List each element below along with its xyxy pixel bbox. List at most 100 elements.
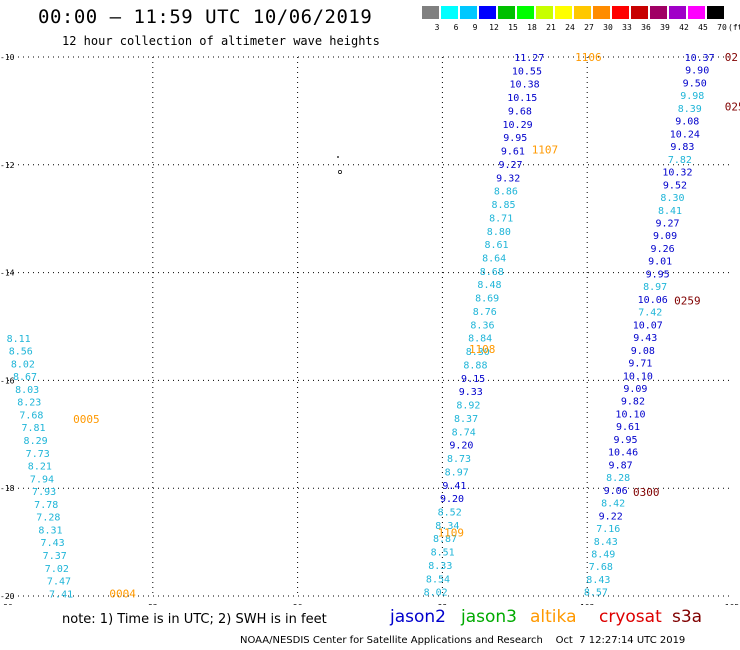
- wave-height-labels: 8.118.568.028.678.038.237.687.818.297.73…: [7, 53, 715, 600]
- wave-height-value: 8.71: [489, 213, 513, 224]
- page-title: 00:00 – 11:59 UTC 10/06/2019: [38, 6, 373, 28]
- wave-height-value: 9.33: [459, 387, 483, 398]
- pass-time-label: 1109: [438, 526, 465, 539]
- wave-height-value: 8.86: [494, 187, 518, 198]
- pass-time-label: 0300: [633, 486, 660, 499]
- color-swatch: [574, 6, 591, 19]
- color-scale-label: 27: [584, 23, 594, 32]
- color-scale-unit: (ft): [728, 23, 740, 32]
- color-swatch: [498, 6, 515, 19]
- x-tick-label: 96: [293, 603, 303, 605]
- wave-height-value: 8.57: [584, 588, 608, 599]
- wave-height-value: 9.98: [680, 91, 704, 102]
- color-swatch: [631, 6, 648, 19]
- wave-height-value: 8.21: [28, 462, 52, 473]
- wave-height-value: 8.67: [13, 372, 37, 383]
- wave-height-value: 10.24: [670, 129, 700, 140]
- pass-time-label: 0004: [109, 587, 136, 600]
- wave-height-value: 9.09: [623, 384, 647, 395]
- y-tick-label: -10: [0, 53, 15, 62]
- wave-height-value: 8.48: [477, 280, 501, 291]
- wave-height-value: 8.54: [426, 574, 450, 585]
- wave-height-value: 8.33: [428, 561, 452, 572]
- wave-height-value: 8.87: [433, 534, 457, 545]
- wave-height-value: 9.61: [501, 147, 525, 158]
- x-tick-label: 93: [148, 603, 158, 605]
- wave-height-value: 9.08: [631, 346, 655, 357]
- wave-height-value: 10.07: [633, 320, 663, 331]
- wave-height-value: 8.97: [643, 282, 667, 293]
- wave-height-value: 9.22: [599, 511, 623, 522]
- wave-height-value: 8.23: [17, 398, 41, 409]
- color-scale-label: 18: [527, 23, 537, 32]
- island-marker: [337, 156, 342, 174]
- wave-height-value: 7.73: [26, 449, 50, 460]
- color-swatch: [612, 6, 629, 19]
- color-scale-label: 24: [565, 23, 575, 32]
- wave-height-value: 9.26: [651, 244, 675, 255]
- x-tick-label: 105: [725, 603, 740, 605]
- wave-height-value: 7.93: [32, 487, 56, 498]
- page-subtitle: 12 hour collection of altimeter wave hei…: [62, 34, 380, 48]
- wave-height-value: 8.36: [470, 320, 494, 331]
- wave-height-value: 7.02: [45, 564, 69, 575]
- wave-height-value: 8.42: [601, 499, 625, 510]
- wave-height-value: 8.41: [658, 206, 682, 217]
- wave-height-value: 8.74: [452, 427, 476, 438]
- wave-height-value: 9.09: [653, 231, 677, 242]
- wave-height-value: 8.64: [482, 254, 506, 265]
- axis-ticks: 90 93 96 99 102 105 -10 -12 -14 -16 -18 -20: [0, 53, 739, 605]
- wave-height-value: 8.02: [424, 588, 448, 599]
- y-tick-label: -20: [0, 592, 15, 601]
- color-swatch: [669, 6, 686, 19]
- wave-height-value: 8.43: [594, 537, 618, 548]
- wave-height-value: 8.11: [7, 334, 31, 345]
- wave-height-value: 9.95: [503, 133, 527, 144]
- color-scale-label: 36: [641, 23, 651, 32]
- legend-altika: altika: [530, 607, 577, 627]
- color-swatch: [479, 6, 496, 19]
- pass-time-label: 0005: [73, 413, 100, 426]
- wave-height-value: 8.49: [591, 549, 615, 560]
- x-tick-label: 90: [3, 603, 13, 605]
- color-scale-label: 42: [679, 23, 689, 32]
- wave-height-value: 9.27: [499, 160, 523, 171]
- wave-height-value: 7.81: [21, 423, 45, 434]
- wave-height-value: 9.01: [648, 257, 672, 268]
- color-swatch: [460, 6, 477, 19]
- wave-height-value: 8.03: [15, 385, 39, 396]
- wave-height-value: 9.32: [496, 173, 520, 184]
- x-tick-label: 99: [438, 603, 448, 605]
- wave-height-value: 9.50: [683, 78, 707, 89]
- altimeter-map: 90 93 96 99 102 105 -10 -12 -14 -16 -18 -20 8.11 8.5…: [0, 51, 740, 605]
- color-scale-label: 3: [434, 23, 440, 32]
- pass-time-label: 0259: [674, 295, 701, 308]
- wave-height-value: 8.69: [475, 294, 499, 305]
- wave-height-value: 7.37: [43, 551, 67, 562]
- wave-height-value: 9.27: [655, 218, 679, 229]
- credit-line: NOAA/NESDIS Center for Satellite Applica…: [240, 635, 686, 646]
- wave-height-value: 8.30: [660, 193, 684, 204]
- color-scale-label: 9: [472, 23, 478, 32]
- wave-height-value: 8.39: [678, 104, 702, 115]
- wave-height-value: 9.15: [461, 374, 485, 385]
- wave-height-value: 10.15: [507, 93, 537, 104]
- wave-height-value: 8.43: [586, 575, 610, 586]
- wave-height-value: 8.51: [431, 548, 455, 559]
- pass-time-label: 02: [725, 51, 738, 64]
- wave-height-value: 10.10: [623, 371, 653, 382]
- wave-height-value: 7.78: [34, 500, 58, 511]
- wave-height-value: 8.85: [491, 200, 515, 211]
- legend-jason3: jason3: [461, 607, 517, 627]
- wave-height-value: 9.41: [442, 481, 466, 492]
- wave-height-value: 9.20: [449, 441, 473, 452]
- wave-height-value: 8.88: [463, 360, 487, 371]
- color-scale-label: 45: [698, 23, 708, 32]
- wave-height-value: 9.95: [613, 435, 637, 446]
- wave-height-value: 9.71: [628, 359, 652, 370]
- color-swatch: [593, 6, 610, 19]
- wave-height-value: 8.84: [468, 334, 492, 345]
- wave-height-value: 9.20: [440, 494, 464, 505]
- wave-height-value: 8.61: [484, 240, 508, 251]
- color-scale-label: 21: [546, 23, 556, 32]
